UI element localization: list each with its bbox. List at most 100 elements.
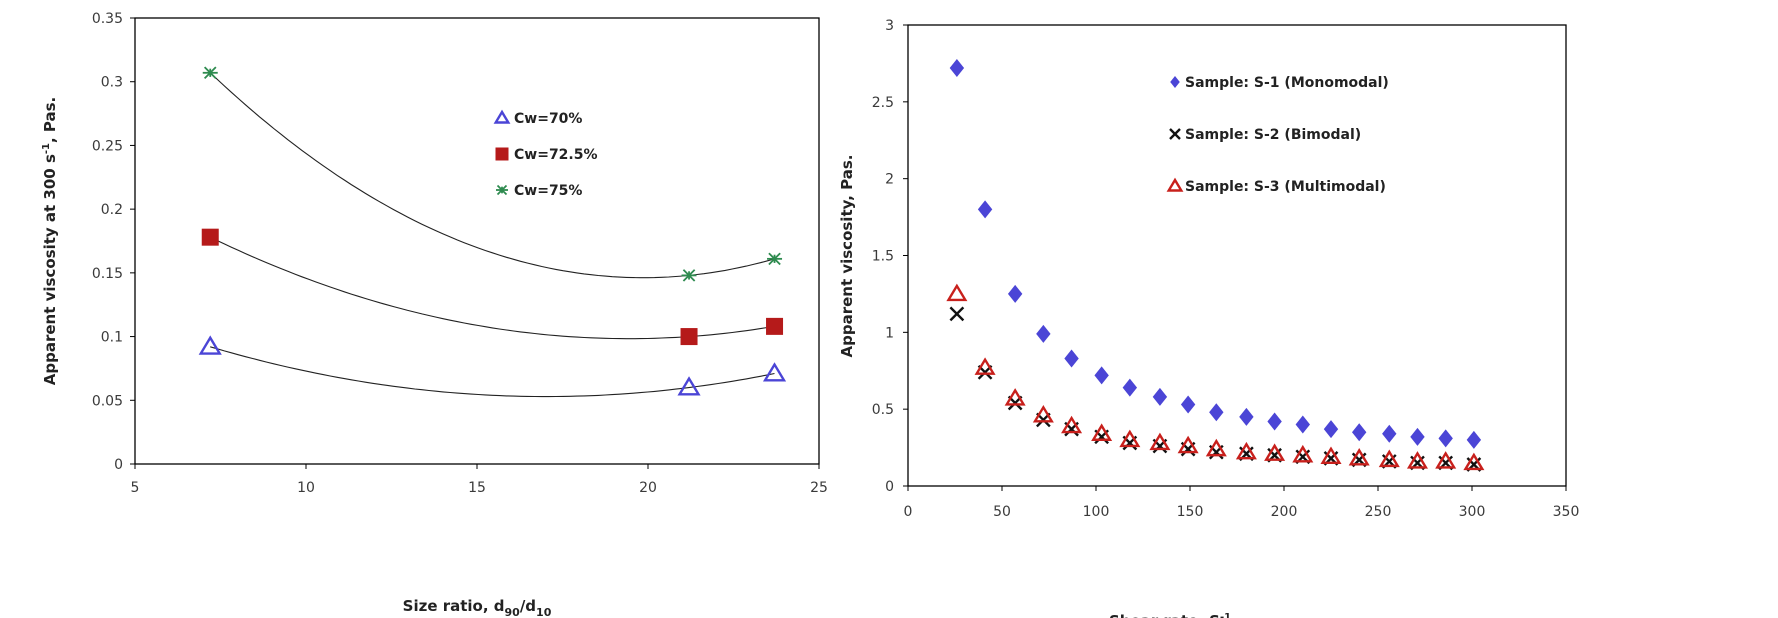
chart2-data-point xyxy=(1177,435,1199,454)
chart2-data-point xyxy=(1205,438,1227,457)
chart1-data-point xyxy=(202,66,218,80)
chart2-y-tick-label: 1.5 xyxy=(872,249,894,265)
chart1-trendline xyxy=(209,72,775,279)
chart1-x-axis-label: Size ratio, d90/d10 xyxy=(403,597,552,618)
chart2-y-tick-label: 3 xyxy=(885,18,894,34)
chart1-y-tick-label: 0.15 xyxy=(92,266,123,282)
chart1-y-tick-label: 0.25 xyxy=(92,138,123,154)
chart1-y-axis-label: Apparent viscosity at 300 s-1, Pas. xyxy=(41,97,59,385)
chart1-legend-marker xyxy=(493,109,511,124)
chart1-data-point xyxy=(201,228,219,246)
chart1-data-point xyxy=(680,328,698,346)
chart2-data-point xyxy=(1122,378,1138,397)
chart2-data-point xyxy=(1295,415,1310,434)
chart2-x-tick-label: 300 xyxy=(1459,504,1486,520)
chart2-data-point xyxy=(1463,452,1485,471)
chart2-data-point xyxy=(1004,388,1026,406)
chart2-data-point xyxy=(1382,424,1397,443)
chart2-x-tick-label: 50 xyxy=(993,504,1011,520)
chart1-x-tick-label: 5 xyxy=(131,480,140,496)
chart2-data-point xyxy=(949,59,965,78)
chart1-y-tick-label: 0.1 xyxy=(101,330,123,346)
chart2-data-point xyxy=(1235,441,1257,460)
chart2-x-axis-label: Shear rate, S-1 xyxy=(1109,612,1231,618)
chart2-data-point xyxy=(974,357,996,375)
chart1-trendline xyxy=(209,236,775,340)
chart2-y-tick-label: 0.5 xyxy=(872,402,894,418)
chart1-y-tick-label: 0.05 xyxy=(92,393,123,409)
chart2-legend-marker xyxy=(1166,177,1184,192)
chart2-legend-label: Sample: S-3 (Multimodal) xyxy=(1185,179,1386,195)
chart2-y-tick-label: 1 xyxy=(885,325,894,341)
chart1-legend-label: Cw=75% xyxy=(514,183,582,199)
chart2-data-point xyxy=(1091,423,1113,441)
chart2-y-tick-label: 2.5 xyxy=(872,95,894,111)
chart2-data-point xyxy=(1032,404,1054,423)
chart2-data-point xyxy=(1264,443,1286,461)
chart2-y-tick-label: 2 xyxy=(885,172,894,188)
chart2-data-point xyxy=(1466,430,1482,449)
chart2-data-point xyxy=(1094,366,1109,385)
chart2-data-point xyxy=(1435,451,1457,469)
chart2-x-tick-label: 250 xyxy=(1365,504,1392,520)
chart2-legend-label: Sample: S-2 (Bimodal) xyxy=(1185,127,1361,143)
chart1-x-tick-label: 20 xyxy=(639,480,657,496)
chart2-data-point xyxy=(1149,432,1171,451)
chart1-x-tick-label: 25 xyxy=(810,480,828,496)
chart1-trendline xyxy=(210,346,775,398)
chart1-legend-marker xyxy=(495,147,509,161)
chart2-data-point xyxy=(1292,444,1314,463)
chart1-y-tick-label: 0.35 xyxy=(92,11,123,27)
chart2-data-point xyxy=(1352,423,1367,442)
chart2-data-point xyxy=(1378,449,1400,468)
chart2-data-point xyxy=(1320,446,1342,465)
chart1-data-point xyxy=(677,376,701,396)
chart1-data-point xyxy=(681,269,697,282)
chart1-y-tick-label: 0.3 xyxy=(101,75,123,91)
chart-size-ratio: 0 0.05 0.1 0.15 0.2 0.25 0.3 0.35 5 10 15 20 25 Cw=7… xyxy=(41,11,828,618)
chart1-legend-label: Cw=72.5% xyxy=(514,147,598,163)
chart1-legend-label: Cw=70% xyxy=(514,111,582,127)
chart2-data-point xyxy=(1209,403,1224,422)
chart2-x-tick-label: 100 xyxy=(1083,504,1110,520)
chart2-data-point xyxy=(1348,448,1370,466)
chart2-data-point xyxy=(1410,427,1425,446)
chart1-plot-frame xyxy=(134,17,820,465)
chart1-legend-marker xyxy=(496,184,508,196)
chart2-legend-label: Sample: S-1 (Monomodal) xyxy=(1185,75,1389,91)
chart2-data-point xyxy=(1152,387,1168,406)
chart1-data-point xyxy=(767,252,783,266)
chart1-y-tick-label: 0 xyxy=(114,457,123,473)
chart2-data-point xyxy=(949,306,965,322)
chart2-y-tick-label: 0 xyxy=(885,479,894,495)
chart2-x-tick-label: 350 xyxy=(1553,504,1580,520)
chart2-data-point xyxy=(1406,451,1428,469)
chart1-data-point xyxy=(762,362,787,382)
chart2-data-point xyxy=(977,200,993,219)
chart1-x-tick-label: 15 xyxy=(468,480,486,496)
chart2-data-point xyxy=(1438,429,1453,448)
chart2-x-tick-label: 0 xyxy=(904,504,913,520)
chart2-data-point xyxy=(1119,429,1141,448)
chart1-data-point xyxy=(766,317,784,335)
chart2-data-point xyxy=(1267,412,1282,431)
chart-shear-rate: 0 0.5 1 1.5 2 2.5 3 0 50 100 150 200 250 300 350 Sampl… xyxy=(838,18,1579,618)
chart1-y-tick-label: 0.2 xyxy=(101,202,123,218)
chart2-data-point xyxy=(1064,349,1079,368)
chart2-data-point xyxy=(1061,415,1083,434)
chart2-x-tick-label: 150 xyxy=(1177,504,1204,520)
chart2-data-point xyxy=(1036,324,1051,343)
chart1-data-point xyxy=(198,335,222,355)
chart2-legend-marker xyxy=(1170,76,1180,88)
chart2-data-point xyxy=(1323,420,1339,439)
chart2-data-point xyxy=(946,283,968,302)
chart2-data-point xyxy=(1180,395,1196,414)
chart2-y-axis-label: Apparent viscosity, Pas. xyxy=(838,154,856,357)
chart1-x-tick-label: 10 xyxy=(297,480,315,496)
chart2-x-tick-label: 200 xyxy=(1271,504,1298,520)
chart2-data-point xyxy=(1007,284,1023,303)
chart2-plot-frame xyxy=(907,24,1567,487)
chart2-data-point xyxy=(1239,407,1254,426)
chart2-legend-marker xyxy=(1169,128,1181,140)
